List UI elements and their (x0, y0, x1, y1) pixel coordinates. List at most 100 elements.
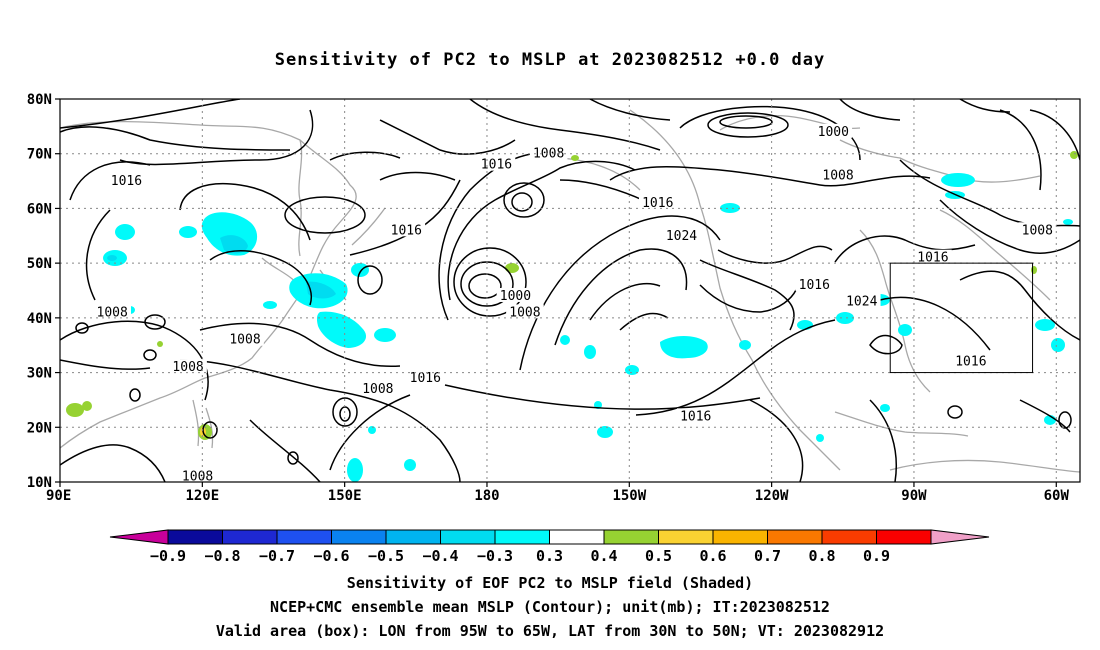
contour-label-bg (952, 353, 990, 368)
map-plot-area (60, 99, 1080, 482)
lat-tick-label: 50N (27, 256, 52, 272)
contour-label-bg (226, 331, 264, 346)
grid-lines (60, 99, 1080, 482)
contour-label: 1008 (822, 169, 853, 184)
mslp-contours (60, 99, 1080, 482)
colorbar: −0.9 −0.8 −0.7 −0.6 −0.5 −0.4 −0.3 0.3 0.4 0.5 0.6… (109, 529, 990, 565)
contour-label: 1008 (182, 470, 213, 485)
colorbar-swatch (494, 529, 550, 545)
lon-tick-label: 150W (612, 488, 646, 504)
colorbar-swatch (222, 529, 278, 545)
lon-tick-label: 180 (474, 488, 499, 504)
contour-label-bg (359, 380, 397, 395)
contour-label: 1008 (97, 305, 128, 320)
colorbar-swatch (331, 529, 387, 545)
lon-tick-label: 150E (328, 488, 362, 504)
lat-tick-label: 20N (27, 420, 52, 436)
colorbar-swatch (276, 529, 332, 545)
latitude-axis: 80N 70N 60N 50N 40N 30N 20N 10N (27, 92, 60, 491)
contour-label-bg (676, 408, 715, 423)
lon-tick-label: 120E (185, 488, 219, 504)
colorbar-swatch (876, 529, 932, 545)
caption-line-3: Valid area (box): LON from 95W to 65W, L… (215, 622, 885, 640)
contour-label: 1016 (111, 174, 142, 189)
contour-label-bg (406, 370, 445, 385)
contour-label-bg (638, 194, 677, 209)
contour-label-bg (169, 359, 207, 374)
colorbar-swatch (603, 529, 659, 545)
contour-label: 1016 (917, 251, 948, 266)
colorbar-label: −0.3 (477, 547, 513, 565)
contour-label-bg (178, 468, 217, 482)
lat-tick-label: 70N (27, 147, 52, 163)
longitude-axis: 90E 120E 150E 180 150W 120W 90W 60W (46, 482, 1069, 504)
lat-tick-label: 30N (27, 366, 52, 382)
contour-label-bg (795, 277, 834, 292)
colorbar-label: 0.9 (863, 547, 890, 565)
colorbar-swatch (767, 529, 823, 545)
contour-labels: 1016 1008 1008 1008 1008 1016 1016 1008 1016 1008… (93, 123, 1100, 485)
contour-label-bg (496, 287, 535, 302)
contour-label: 1008 (509, 305, 540, 320)
contour-label: 1008 (229, 333, 260, 348)
contour-label: 1024 (846, 294, 877, 309)
lon-tick-label: 60W (1044, 488, 1070, 504)
contour-label-bg (814, 123, 853, 138)
contour-label: 1000 (500, 289, 531, 304)
colorbar-swatch (167, 529, 223, 545)
contour-label: 1008 (533, 147, 564, 162)
colorbar-label: −0.6 (313, 547, 349, 565)
colorbar-label: 0.7 (754, 547, 781, 565)
contour-label: 1016 (410, 371, 441, 386)
lon-tick-label: 90E (46, 488, 71, 504)
contour-label-bg (1018, 222, 1057, 237)
contour-label: 1016 (391, 223, 422, 238)
contour-label: 1024 (666, 229, 697, 244)
colorbar-label: 0.4 (590, 547, 617, 565)
valid-area-box (889, 262, 1034, 374)
contour-label: 1016 (1083, 130, 1100, 145)
colorbar-high-arrow (930, 529, 990, 545)
contour-label-bg (819, 167, 857, 182)
contour-label: 1016 (481, 158, 512, 173)
colorbar-swatch (712, 529, 768, 545)
colorbar-label: −0.4 (422, 547, 458, 565)
lat-tick-label: 40N (27, 311, 52, 327)
contour-label-bg (387, 222, 426, 237)
contour-label-bg (662, 227, 701, 242)
contour-label: 1008 (1022, 223, 1053, 238)
contour-label: 1016 (799, 278, 830, 293)
colorbar-label: 0.5 (645, 547, 672, 565)
contour-label: 1000 (818, 125, 849, 140)
caption-line-2: NCEP+CMC ensemble mean MSLP (Contour); u… (270, 598, 830, 616)
colorbar-label: −0.8 (204, 547, 240, 565)
caption-line-1: Sensitivity of EOF PC2 to MSLP field (Sh… (346, 574, 754, 592)
colorbar-low-arrow (109, 529, 169, 545)
colorbar-label: −0.7 (259, 547, 295, 565)
contour-label: 1008 (172, 360, 203, 375)
map-frame (59, 98, 1081, 483)
contour-label-bg (914, 249, 952, 264)
colorbar-label: −0.9 (150, 547, 186, 565)
colorbar-label: 0.3 (536, 547, 563, 565)
lon-tick-label: 90W (901, 488, 927, 504)
contour-label: 1016 (680, 409, 711, 424)
colorbar-swatch (821, 529, 877, 545)
map-title: Sensitivity of PC2 to MSLP at 2023082512… (274, 50, 826, 70)
contour-label-bg (842, 293, 881, 308)
contour-label-bg (107, 173, 146, 188)
colorbar-swatch (549, 529, 605, 545)
contour-label: 1016 (955, 355, 986, 370)
lon-tick-label: 120W (755, 488, 789, 504)
colorbar-label: 0.8 (808, 547, 835, 565)
contour-label-bg (1080, 129, 1100, 143)
lat-tick-label: 60N (27, 201, 52, 217)
colorbar-label: −0.5 (368, 547, 404, 565)
lat-tick-label: 80N (27, 92, 52, 108)
contour-label-bg (93, 304, 131, 319)
lat-tick-label: 10N (27, 475, 52, 491)
contour-label: 1008 (362, 382, 393, 397)
colorbar-swatch (440, 529, 496, 545)
colorbar-swatch (658, 529, 714, 545)
